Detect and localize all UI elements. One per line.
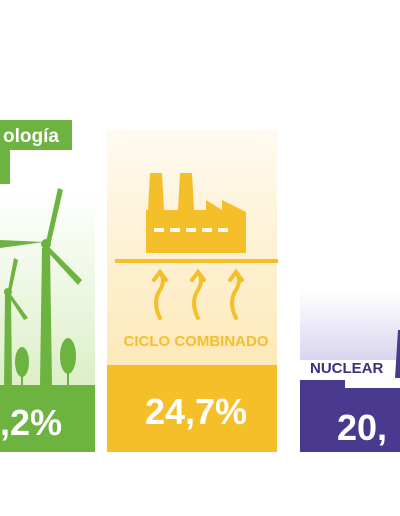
value-box xyxy=(300,380,400,452)
renewables-panel: ología ,2% xyxy=(0,120,95,452)
value-box xyxy=(107,365,277,452)
panel-value: ,2% xyxy=(0,402,62,443)
nuclear-panel: NUCLEAR 20, xyxy=(300,290,400,452)
combined-cycle-panel: CICLO COMBINADO 24,7% xyxy=(107,130,278,452)
header-tab xyxy=(0,150,10,184)
header-title: ología xyxy=(3,126,59,147)
panel-value: 20, xyxy=(337,407,387,448)
panel-label: CICLO COMBINADO xyxy=(124,333,269,350)
panel-value: 24,7% xyxy=(145,391,247,432)
header-box xyxy=(0,120,72,150)
factory-icon xyxy=(115,173,278,263)
nuclear-tower xyxy=(395,330,400,378)
factory-windows xyxy=(154,228,228,232)
wind-turbines xyxy=(0,188,82,385)
value-box xyxy=(0,385,95,452)
panel-label: NUCLEAR xyxy=(310,360,383,377)
panel-background xyxy=(300,290,400,360)
heat-arrows xyxy=(152,268,244,320)
